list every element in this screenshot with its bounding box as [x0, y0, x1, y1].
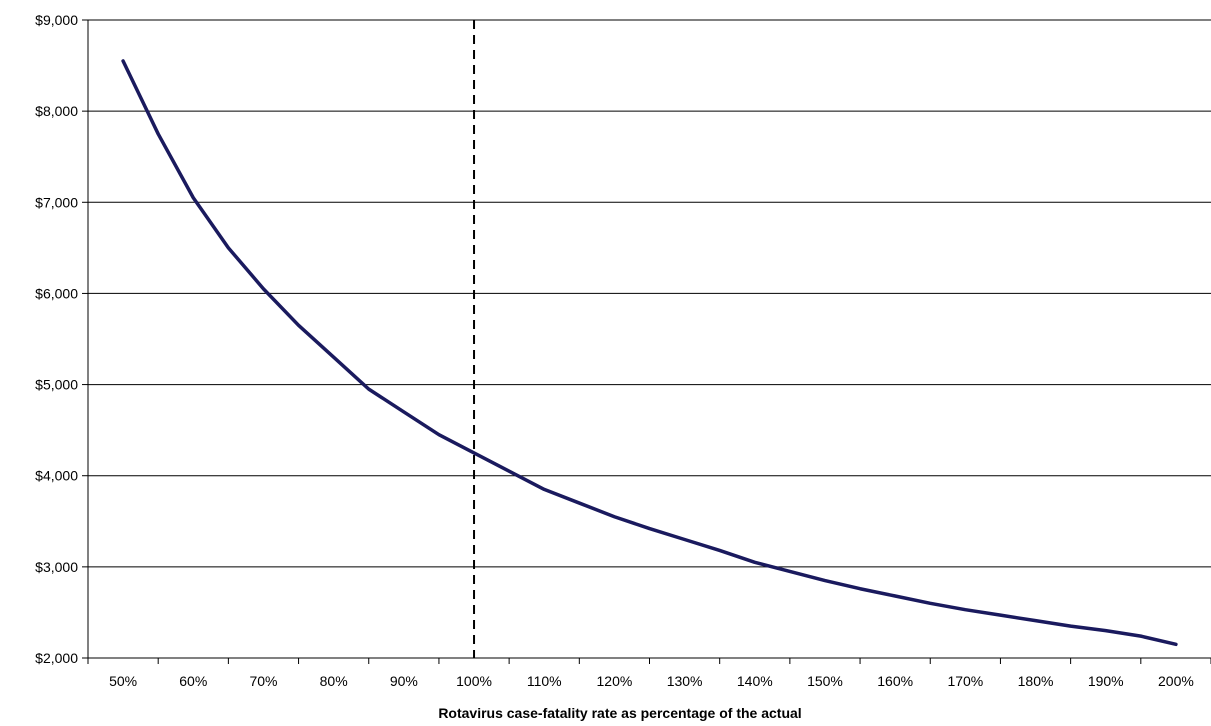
x-tick-label: 170% [947, 673, 983, 689]
y-tick-label: $5,000 [35, 377, 78, 393]
y-tick-label: $4,000 [35, 468, 78, 484]
x-tick-label: 190% [1088, 673, 1124, 689]
y-tick-label: $7,000 [35, 194, 78, 210]
y-tick-label: $8,000 [35, 103, 78, 119]
x-tick-label: 100% [456, 673, 492, 689]
y-axis-ticks: $2,000 $3,000 $4,000 $5,000 $6,000 $7,000 $8,0… [35, 12, 88, 666]
x-tick-label: 140% [737, 673, 773, 689]
y-tick-label: $9,000 [35, 12, 78, 28]
x-tick-label: 200% [1158, 673, 1194, 689]
x-tick-label: 160% [877, 673, 913, 689]
x-tick-label: 120% [597, 673, 633, 689]
x-tick-label: 90% [390, 673, 418, 689]
x-axis-ticks: 50% 60% 70% 80% 90% 100% 110% 120% 130% 140% 150% 1… [87, 658, 1211, 689]
x-tick-label: 60% [179, 673, 207, 689]
series-line [121, 59, 1178, 647]
x-tick-label: 110% [527, 673, 562, 689]
x-tick-label: 150% [807, 673, 843, 689]
x-tick-label: 180% [1018, 673, 1054, 689]
y-tick-label: $6,000 [35, 285, 78, 301]
axes [87, 20, 1211, 659]
x-tick-label: 50% [109, 673, 137, 689]
x-tick-label: 130% [667, 673, 703, 689]
x-tick-label: 80% [320, 673, 348, 689]
x-axis-title: Rotavirus case-fatality rate as percenta… [438, 705, 801, 721]
y-tick-label: $3,000 [35, 559, 78, 575]
x-tick-label: 70% [249, 673, 277, 689]
y-tick-label: $2,000 [35, 650, 78, 666]
gridlines [88, 19, 1211, 568]
